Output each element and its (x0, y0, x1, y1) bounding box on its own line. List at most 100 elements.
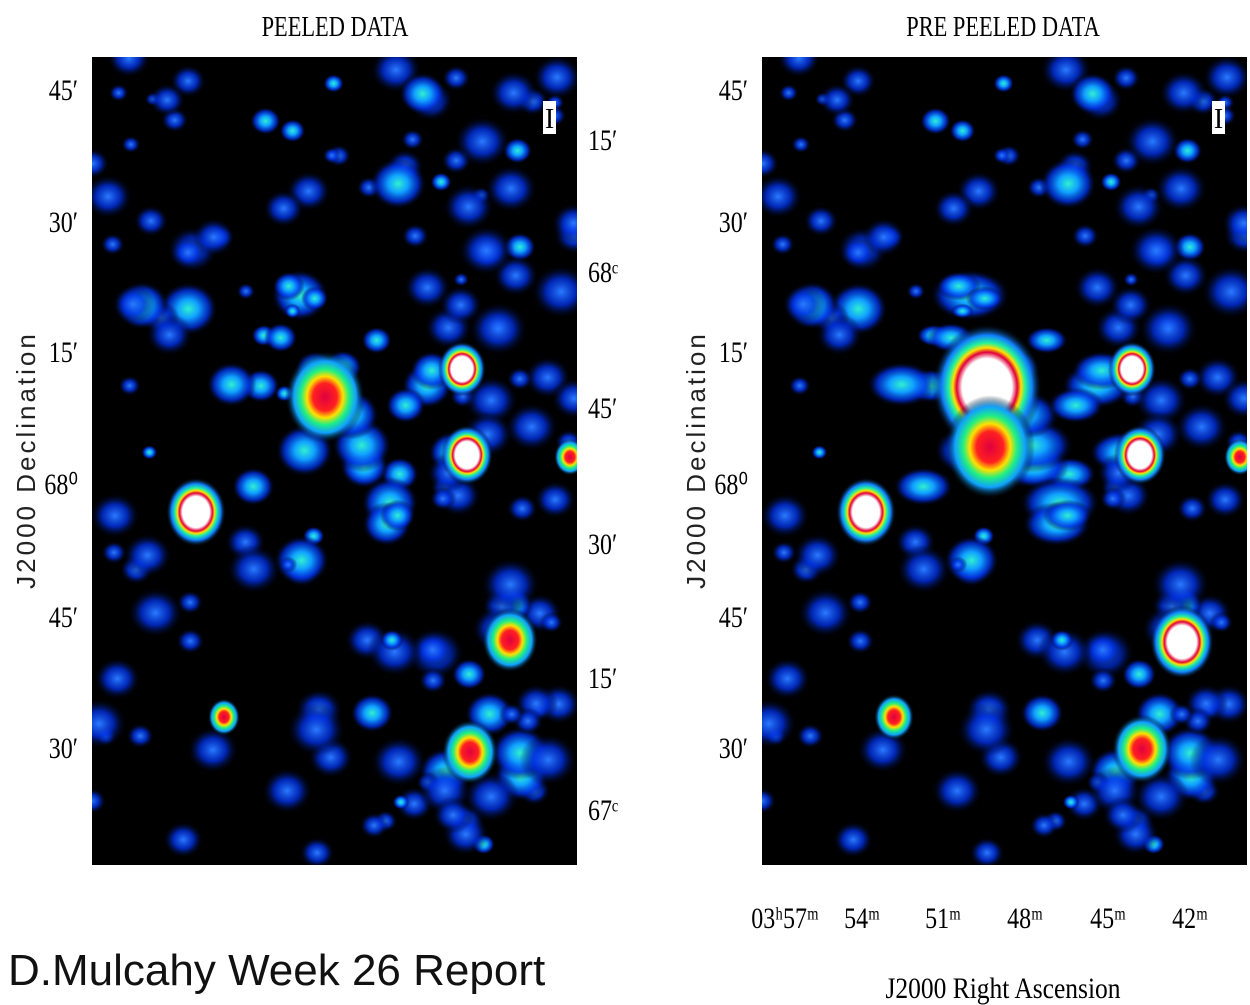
emission (1088, 667, 1118, 694)
emission (1071, 223, 1100, 249)
emission (551, 377, 577, 419)
emission (1128, 225, 1185, 276)
stokes-box (1212, 101, 1225, 134)
emission (906, 282, 926, 300)
emission (803, 205, 839, 237)
y-tick-label: 45′ (719, 73, 748, 106)
footer: D.Mulcahy Week 26 Report (8, 946, 545, 995)
emission (506, 494, 538, 523)
emission (1025, 326, 1069, 355)
source (442, 719, 498, 785)
emission (92, 492, 141, 539)
emission (226, 544, 281, 594)
emission (893, 467, 954, 506)
emission (369, 158, 427, 210)
emission (793, 533, 843, 578)
y-tick-label: 45′ (719, 600, 748, 633)
emission (992, 146, 1012, 165)
emission (1040, 736, 1097, 788)
emission (127, 587, 184, 638)
emission (262, 189, 305, 228)
emission (932, 189, 975, 228)
emission (92, 174, 133, 219)
x-tick-label: 42ᵐ (1172, 901, 1208, 934)
emission (323, 74, 345, 93)
emission (385, 387, 426, 424)
radio-image (762, 57, 1247, 865)
emission (951, 303, 974, 319)
emission (432, 796, 474, 834)
y2-tick-label: 30′ (588, 527, 617, 560)
emission (504, 402, 559, 452)
y-tick-label: 45′ (49, 600, 78, 633)
emission (411, 630, 454, 669)
source (208, 698, 240, 736)
emission (1099, 486, 1127, 511)
emission (264, 322, 298, 353)
emission (123, 533, 173, 578)
emission (788, 375, 812, 396)
emission (551, 203, 577, 243)
emission (361, 326, 392, 355)
emission (162, 821, 204, 859)
emission (458, 225, 515, 276)
emission (1073, 266, 1121, 309)
emission (468, 301, 529, 356)
y-tick-label: 68⁰ (714, 467, 748, 500)
emission (380, 629, 404, 651)
emission (101, 540, 127, 565)
y-tick-label: 30′ (719, 731, 748, 764)
emission (539, 611, 564, 634)
emission (1029, 812, 1059, 839)
emission (322, 146, 342, 165)
emission (1133, 771, 1190, 822)
y-tick-label: 30′ (719, 205, 748, 238)
emission (301, 286, 329, 311)
emission (811, 445, 828, 460)
emission (186, 726, 239, 774)
emission (1042, 499, 1093, 532)
emission (279, 118, 306, 143)
emission (781, 284, 825, 324)
emission (141, 445, 158, 460)
x-tick-label: 03ʰ57ᵐ (751, 901, 818, 934)
emission (832, 821, 874, 859)
emission (488, 70, 539, 116)
emission (816, 313, 863, 356)
emission (1174, 402, 1229, 452)
x-tick-label: 54ᵐ (844, 901, 880, 934)
emission (299, 836, 335, 865)
emission (1020, 693, 1064, 733)
emission (770, 233, 795, 256)
emission (993, 74, 1015, 93)
emission (418, 667, 448, 694)
emission (1108, 285, 1153, 325)
emission (463, 771, 520, 822)
emission (763, 657, 811, 700)
emission (949, 118, 976, 143)
emission (791, 135, 811, 154)
emission (452, 272, 470, 287)
emission (762, 698, 797, 749)
emission (1138, 301, 1199, 356)
y2-tick-label: 15′ (588, 661, 617, 694)
source (945, 395, 1035, 499)
emission (762, 788, 777, 814)
emission (796, 723, 825, 749)
emission (969, 836, 1005, 865)
emission (1069, 72, 1117, 115)
y2-tick-label: 68ᶜ (588, 255, 618, 288)
emission (400, 128, 425, 151)
emission (118, 375, 142, 396)
emission (92, 148, 110, 179)
panel-title: PEELED DATA (262, 12, 409, 43)
emission (442, 183, 495, 231)
emission (249, 107, 282, 135)
emission (1112, 183, 1165, 231)
emission (1204, 480, 1247, 519)
emission (111, 284, 155, 324)
y-tick-label: 68⁰ (44, 467, 78, 500)
x-axis-label: J2000 Right Ascension (885, 972, 1120, 1005)
emission (949, 556, 968, 573)
